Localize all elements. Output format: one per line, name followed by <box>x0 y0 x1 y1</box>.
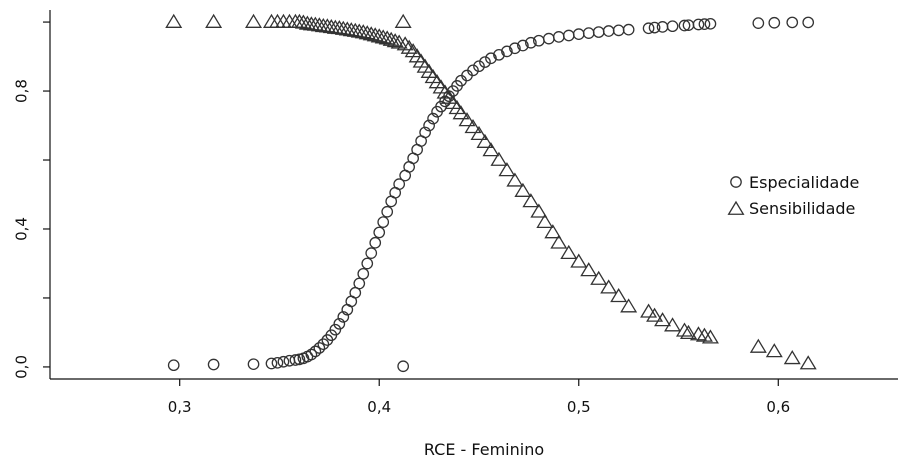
series-layer <box>166 15 815 371</box>
data-point-circle <box>803 17 813 27</box>
data-point-triangle <box>767 344 782 356</box>
data-point-triangle <box>206 15 221 27</box>
data-point-triangle <box>581 263 596 275</box>
data-point-circle <box>366 248 376 258</box>
data-point-circle <box>613 25 623 35</box>
data-point-circle <box>769 18 779 28</box>
data-point-circle <box>362 258 372 268</box>
data-point-circle <box>574 29 584 39</box>
data-point-circle <box>382 207 392 217</box>
legend-label: Sensibilidade <box>749 199 855 218</box>
data-point-triangle <box>396 15 411 27</box>
data-point-circle <box>248 359 258 369</box>
legend-triangle-icon <box>729 202 744 214</box>
series-especialidade <box>169 17 814 371</box>
y-tick-label: 0,8 <box>13 79 31 103</box>
data-point-triangle <box>785 351 800 363</box>
data-point-circle <box>594 27 604 37</box>
data-point-circle <box>623 24 633 34</box>
x-tick-label: 0,6 <box>766 398 790 416</box>
data-point-circle <box>208 359 218 369</box>
data-point-triangle <box>611 289 626 301</box>
data-point-triangle <box>571 255 586 267</box>
data-point-circle <box>354 278 364 288</box>
data-point-circle <box>705 19 715 29</box>
data-point-circle <box>378 217 388 227</box>
legend-label: Especialidade <box>749 173 859 192</box>
y-tick-label: 0,0 <box>13 355 31 379</box>
data-point-circle <box>554 32 564 42</box>
data-point-circle <box>374 227 384 237</box>
x-tick-label: 0,4 <box>367 398 391 416</box>
data-point-circle <box>370 238 380 248</box>
data-point-circle <box>358 269 368 279</box>
data-point-circle <box>169 360 179 370</box>
x-tick-label: 0,5 <box>567 398 591 416</box>
data-point-triangle <box>801 356 816 368</box>
data-point-circle <box>787 17 797 27</box>
data-point-circle <box>398 361 408 371</box>
data-point-circle <box>657 22 667 32</box>
data-point-triangle <box>751 340 766 352</box>
x-tick-label: 0,3 <box>168 398 192 416</box>
data-point-circle <box>753 18 763 28</box>
data-point-circle <box>564 30 574 40</box>
data-point-triangle <box>246 15 261 27</box>
data-point-triangle <box>655 313 670 325</box>
data-point-circle <box>603 26 613 36</box>
data-point-triangle <box>166 15 181 27</box>
data-point-triangle <box>601 281 616 293</box>
data-point-triangle <box>492 153 507 165</box>
series-sensibilidade <box>166 15 815 369</box>
x-axis-title: RCE - Feminino <box>424 440 544 459</box>
data-point-circle <box>584 28 594 38</box>
data-point-circle <box>544 33 554 43</box>
legend: Especialidade Sensibilidade <box>729 173 860 218</box>
data-point-triangle <box>591 272 606 284</box>
legend-circle-icon <box>731 177 741 187</box>
y-tick-label: 0,4 <box>13 217 31 241</box>
data-point-circle <box>667 21 677 31</box>
